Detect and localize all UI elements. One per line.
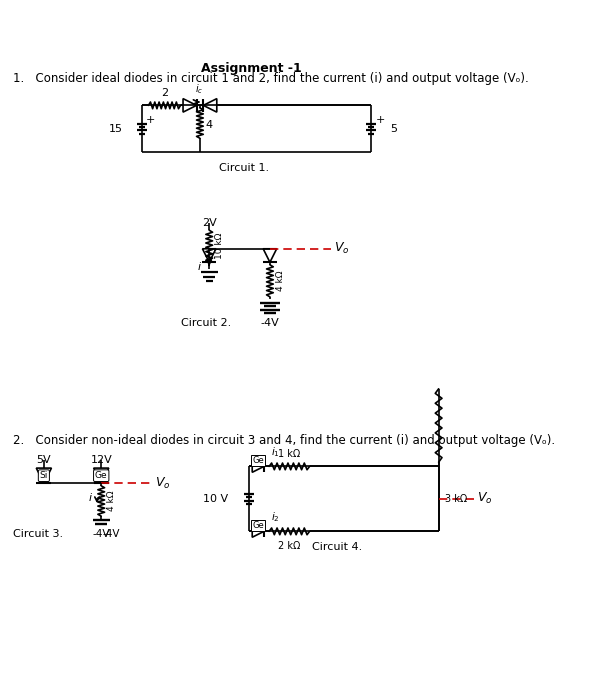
Text: 5: 5 — [390, 124, 397, 134]
Text: 15: 15 — [109, 124, 123, 134]
Text: Ge: Ge — [252, 521, 264, 530]
Text: 10 V: 10 V — [203, 494, 229, 504]
Text: +: + — [146, 115, 156, 125]
Text: $i_1$: $i_1$ — [271, 445, 280, 458]
Text: 2 kΩ: 2 kΩ — [278, 540, 300, 551]
Text: Assignment -1: Assignment -1 — [201, 62, 302, 74]
Text: 3 kΩ: 3 kΩ — [445, 494, 467, 504]
Text: Circuit 3.: Circuit 3. — [13, 528, 63, 539]
Text: $V_o$: $V_o$ — [155, 476, 170, 491]
Text: $i$: $i$ — [197, 260, 203, 272]
Text: 4 kΩ: 4 kΩ — [276, 271, 285, 291]
Text: 12V: 12V — [91, 456, 112, 466]
Text: -4V: -4V — [92, 528, 110, 539]
Text: Ge: Ge — [95, 471, 107, 480]
Text: $i_2$: $i_2$ — [271, 510, 280, 524]
Text: 4 kΩ: 4 kΩ — [107, 491, 116, 511]
Text: Si: Si — [40, 471, 48, 480]
Text: Circuit 4.: Circuit 4. — [312, 542, 362, 552]
Text: 1.   Consider ideal diodes in circuit 1 and 2, find the current (i) and output v: 1. Consider ideal diodes in circuit 1 an… — [13, 71, 529, 85]
Text: 10 kΩ: 10 kΩ — [215, 233, 224, 260]
Text: 2V: 2V — [202, 218, 216, 228]
Text: 2: 2 — [161, 88, 168, 98]
Text: $V_o$: $V_o$ — [334, 241, 349, 256]
Text: 2.   Consider non-ideal diodes in circuit 3 and 4, find the current (i) and outp: 2. Consider non-ideal diodes in circuit … — [13, 435, 555, 447]
Text: -4V: -4V — [260, 318, 280, 328]
Text: Ge: Ge — [252, 456, 264, 465]
Text: +: + — [375, 115, 385, 125]
Text: Circuit 2.: Circuit 2. — [181, 318, 232, 328]
Text: 4: 4 — [205, 120, 212, 130]
Text: Circuit 1.: Circuit 1. — [219, 162, 269, 173]
Text: $V_o$: $V_o$ — [477, 491, 493, 506]
Text: -4V: -4V — [103, 528, 120, 539]
Text: $i$: $i$ — [88, 491, 93, 503]
Text: 1 kΩ: 1 kΩ — [278, 449, 300, 458]
Text: $i_c$: $i_c$ — [195, 83, 203, 96]
Text: 5V: 5V — [36, 456, 51, 466]
